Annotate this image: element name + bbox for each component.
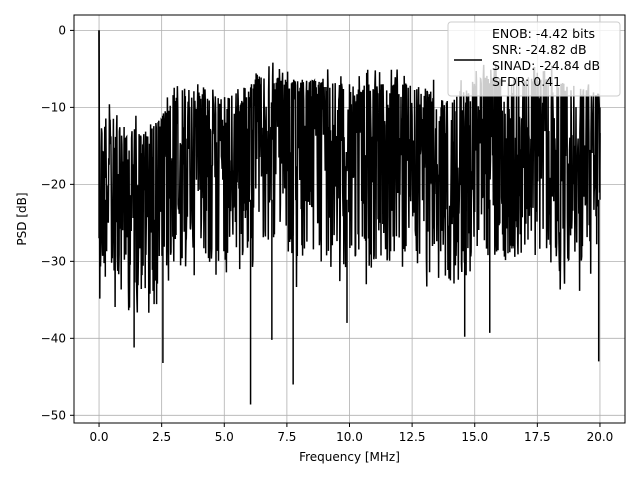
legend-line-snr: SNR: -24.82 dB	[492, 42, 587, 57]
y-tick-label: 0	[58, 23, 66, 37]
y-tick-label: −40	[41, 331, 66, 345]
x-tick-label: 10.0	[336, 430, 363, 444]
legend: ENOB: -4.42 bits SNR: -24.82 dB SINAD: -…	[447, 21, 621, 97]
psd-trace-series	[98, 30, 601, 405]
legend-line-enob: ENOB: -4.42 bits	[492, 26, 595, 41]
y-tick-label: −10	[41, 100, 66, 114]
x-tick-label: 5.0	[215, 430, 234, 444]
x-tick-label: 17.5	[524, 430, 551, 444]
y-axis-label: PSD [dB]	[15, 192, 29, 245]
x-tick-label: 7.5	[277, 430, 296, 444]
x-tick-label: 15.0	[461, 430, 488, 444]
y-tick-label: −30	[41, 254, 66, 268]
legend-box	[447, 21, 621, 97]
psd-trace	[98, 30, 601, 313]
x-axis-ticks: 0.0 2.5 5.0 7.5 10.0 12.5 15.0 17.5 20.0	[89, 423, 613, 444]
legend-line-sfdr: SFDR: 0.41	[492, 74, 561, 89]
x-tick-label: 0.0	[89, 430, 108, 444]
x-axis-label: Frequency [MHz]	[299, 450, 400, 464]
y-tick-label: −20	[41, 177, 66, 191]
x-tick-label: 2.5	[152, 430, 171, 444]
y-axis-ticks: 0 −10 −20 −30 −40 −50	[41, 23, 74, 422]
x-tick-label: 20.0	[587, 430, 614, 444]
psd-spikes	[98, 30, 601, 405]
y-tick-label: −50	[41, 408, 66, 422]
x-tick-label: 12.5	[399, 430, 426, 444]
legend-line-sinad: SINAD: -24.84 dB	[492, 58, 600, 73]
